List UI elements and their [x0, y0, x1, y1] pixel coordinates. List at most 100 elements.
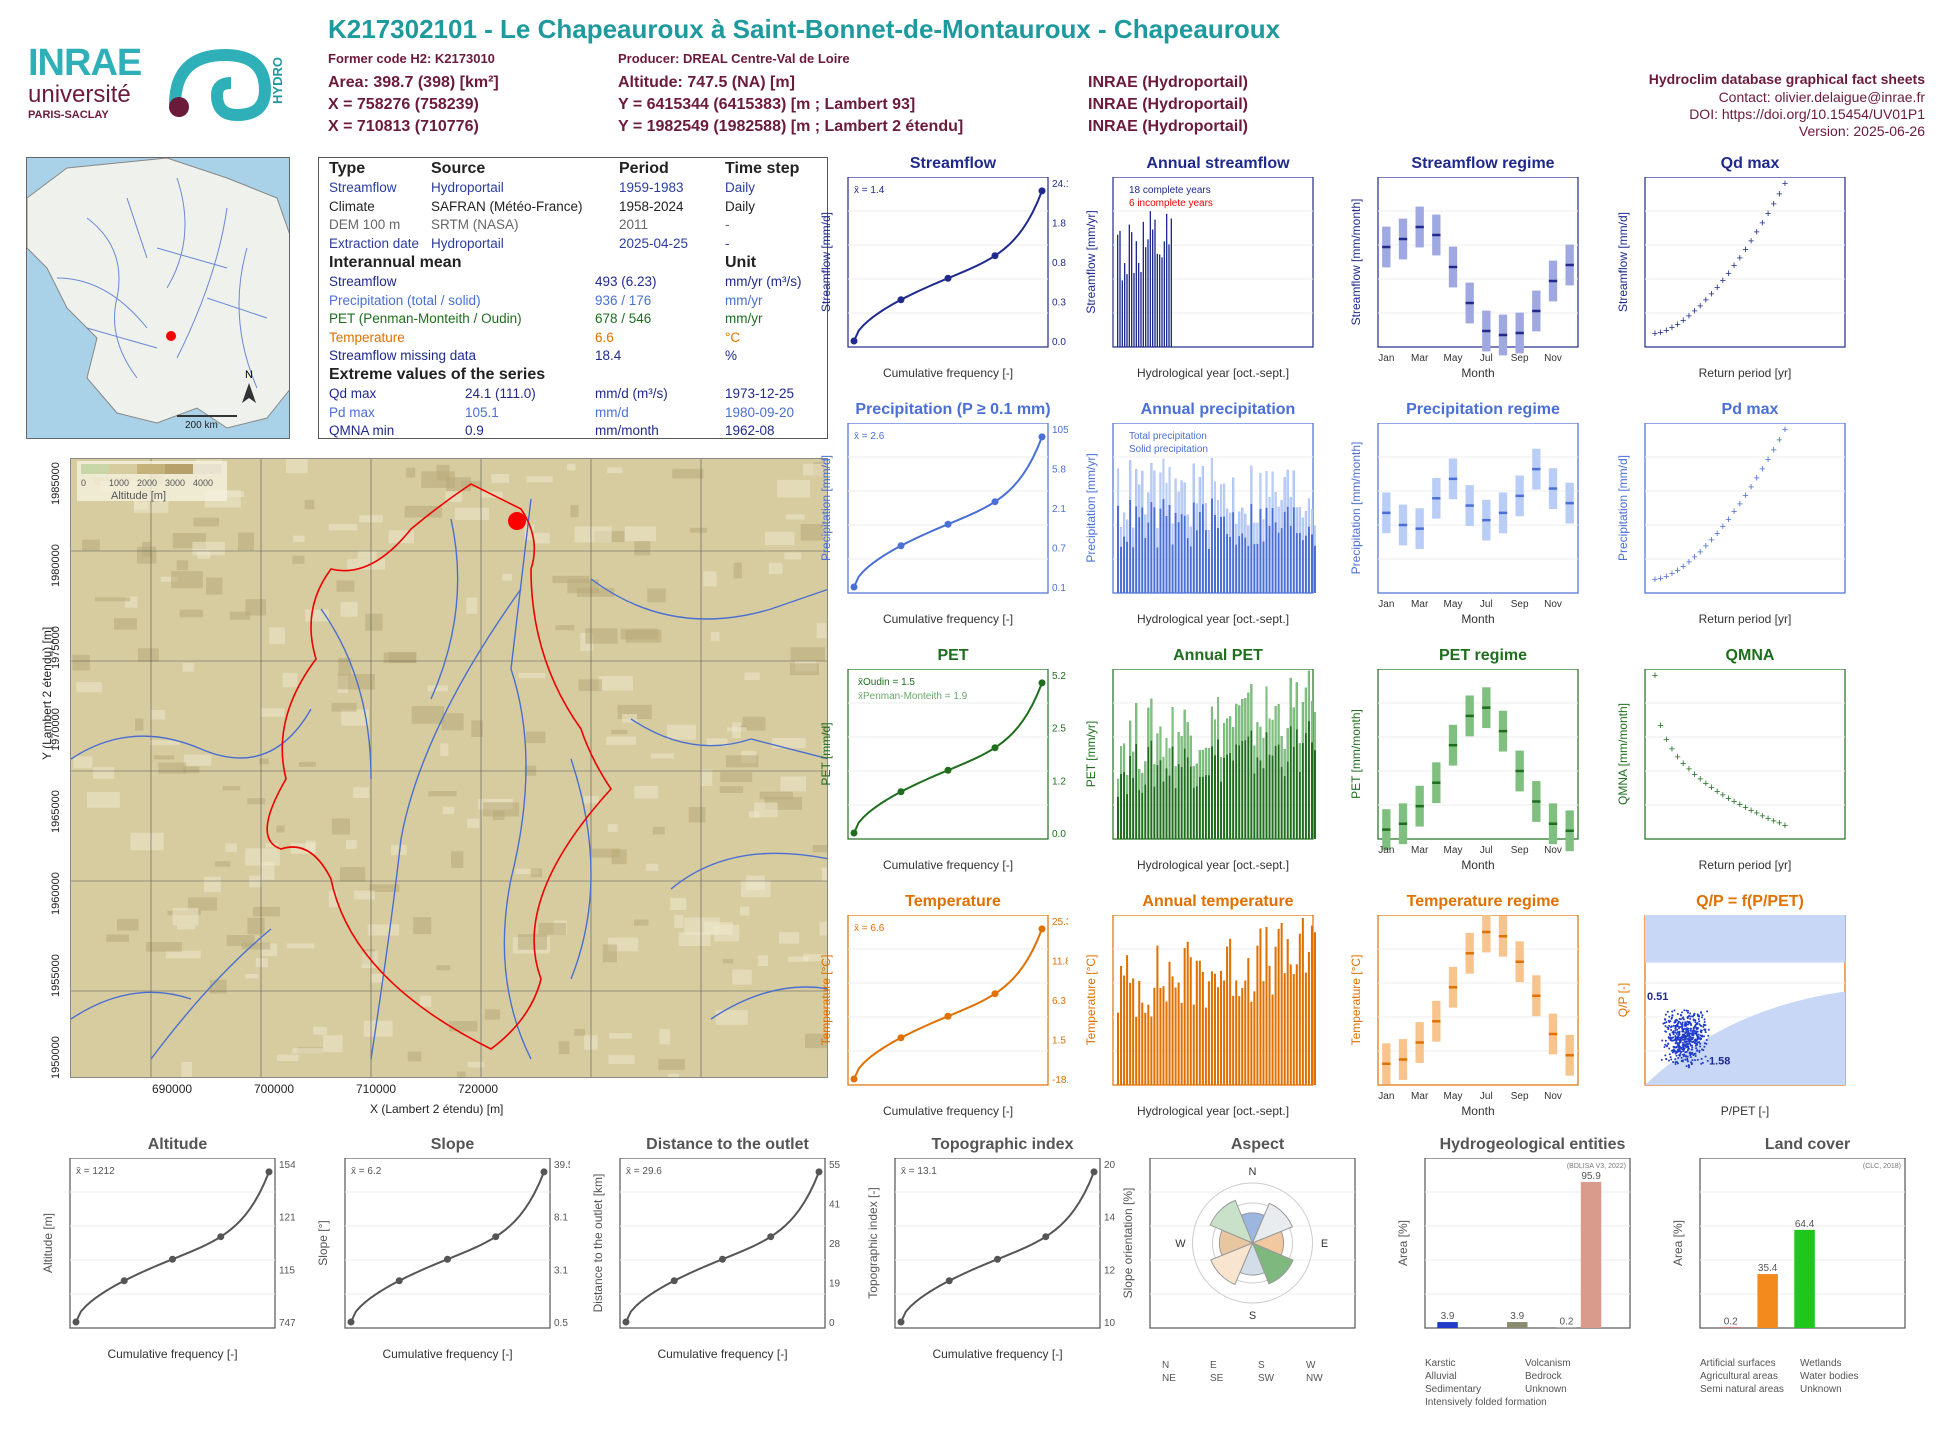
bar-secondary [1199, 750, 1201, 777]
qmna-title: QMNA [1645, 647, 1855, 665]
point [1687, 1047, 1689, 1049]
ext-date: 1962-08 [725, 423, 775, 438]
hdr-unit: Unit [725, 254, 756, 272]
bar [1136, 241, 1137, 347]
source-note: (BDLISA V3, 2022) [1567, 1163, 1626, 1170]
annual_precip-title: Annual precipitation [1113, 401, 1323, 419]
bar-secondary [1214, 719, 1216, 755]
bar-secondary [1299, 507, 1301, 533]
bar-secondary [1165, 738, 1167, 768]
basin-ytick: 1950000 [50, 1036, 62, 1079]
point [1674, 1058, 1676, 1060]
bar-secondary [1138, 769, 1140, 790]
mean-value: 678 / 546 [595, 311, 651, 326]
landcover-title: Land cover [1700, 1136, 1915, 1154]
point [1689, 1052, 1691, 1054]
point [1705, 1056, 1707, 1058]
contact[interactable]: Contact: olivier.delaigue@inrae.fr [1719, 89, 1925, 105]
y-axis-label: Topographic index [-] [866, 1187, 880, 1298]
bar [1152, 230, 1153, 347]
quantile-point [73, 1319, 80, 1326]
y-axis-label: PET [mm/yr] [1084, 721, 1098, 787]
bar [1220, 971, 1222, 1085]
bar-secondary [1141, 773, 1143, 793]
bar-secondary [1132, 528, 1134, 548]
bar-secondary [1314, 526, 1316, 546]
bar-secondary [1175, 766, 1177, 788]
point [1689, 1018, 1691, 1020]
bar [1178, 983, 1180, 1085]
legend-entry: x̄Penman-Monteith = 1.9 [858, 691, 968, 702]
point [1697, 1031, 1699, 1033]
precip-title: Precipitation (P ≥ 0.1 mm) [848, 401, 1058, 419]
basin-xtick: 700000 [254, 1082, 294, 1096]
point [1691, 1038, 1693, 1040]
bar-secondary [1135, 469, 1137, 506]
bar-secondary [1120, 527, 1122, 547]
point [1672, 1051, 1674, 1053]
row-period: 2025-04-25 [619, 236, 688, 251]
right-tick: 5.8 [1052, 465, 1066, 476]
bar-secondary [1153, 764, 1155, 786]
temp_regime-title: Temperature regime [1378, 893, 1588, 911]
point [1701, 1016, 1703, 1018]
point [1682, 1036, 1684, 1038]
bar [1145, 247, 1146, 347]
y-lambert2: Y = 1982549 (1982588) [m ; Lambert 2 éte… [618, 118, 963, 136]
bar-secondary [1187, 515, 1189, 539]
hdr-mean: Interannual mean [329, 254, 461, 272]
bar [1131, 232, 1132, 347]
area: Area: 398.7 (398) [km²] [328, 74, 499, 92]
point [1705, 1043, 1707, 1045]
x-axis-label: Cumulative frequency [-] [883, 1104, 1013, 1118]
row-type: DEM 100 m [329, 217, 400, 232]
bar [1153, 988, 1155, 1085]
bar-secondary [1275, 492, 1277, 522]
point [1686, 1065, 1688, 1067]
point [1694, 1019, 1696, 1021]
doi[interactable]: DOI: https://doi.org/10.15454/UV01P1 [1689, 106, 1925, 122]
inrae-logo: INRAE université PARIS-SACLAY [28, 42, 141, 121]
month-tick: Mar [1411, 1091, 1429, 1102]
bar-secondary [1169, 467, 1171, 505]
bar-secondary [1162, 459, 1164, 499]
bar [1162, 986, 1164, 1085]
point [1699, 1023, 1701, 1025]
right-tick: -18.9 [1052, 1075, 1068, 1086]
quantile-point [719, 1256, 726, 1263]
bar-secondary [1181, 480, 1183, 514]
point [1664, 1044, 1666, 1046]
quantile-point [898, 296, 905, 303]
point [1702, 1062, 1704, 1064]
bar [1126, 955, 1128, 1085]
y-axis-label: Precipitation [mm/d] [819, 455, 833, 561]
bar [1299, 934, 1301, 1085]
point [1699, 1038, 1701, 1040]
annual_streamflow-title: Annual streamflow [1113, 155, 1323, 173]
bar [1147, 239, 1148, 347]
bar-secondary [1259, 473, 1261, 509]
month-tick: Nov [1544, 845, 1562, 856]
row-step: Daily [725, 199, 755, 214]
point [1684, 1059, 1686, 1061]
bar-secondary [1120, 746, 1122, 774]
bar-secondary [1190, 736, 1192, 767]
source-3: INRAE (Hydroportail) [1088, 118, 1248, 136]
point [1683, 1009, 1685, 1011]
point [1686, 1059, 1688, 1061]
quantile-point [851, 584, 858, 591]
bar-secondary [1150, 463, 1152, 502]
point [1681, 1047, 1683, 1049]
quantile-point [851, 338, 858, 345]
bar-secondary [1247, 526, 1249, 546]
plot-frame [1378, 423, 1578, 593]
bar-secondary [1250, 684, 1252, 730]
month-tick: Jul [1480, 1091, 1493, 1102]
point [1690, 1056, 1692, 1058]
point [1676, 1042, 1678, 1044]
point [1688, 1039, 1690, 1041]
point [1699, 1046, 1701, 1048]
legend-tick: 0 [81, 478, 86, 488]
point [1681, 1031, 1683, 1033]
point [1690, 1023, 1692, 1025]
